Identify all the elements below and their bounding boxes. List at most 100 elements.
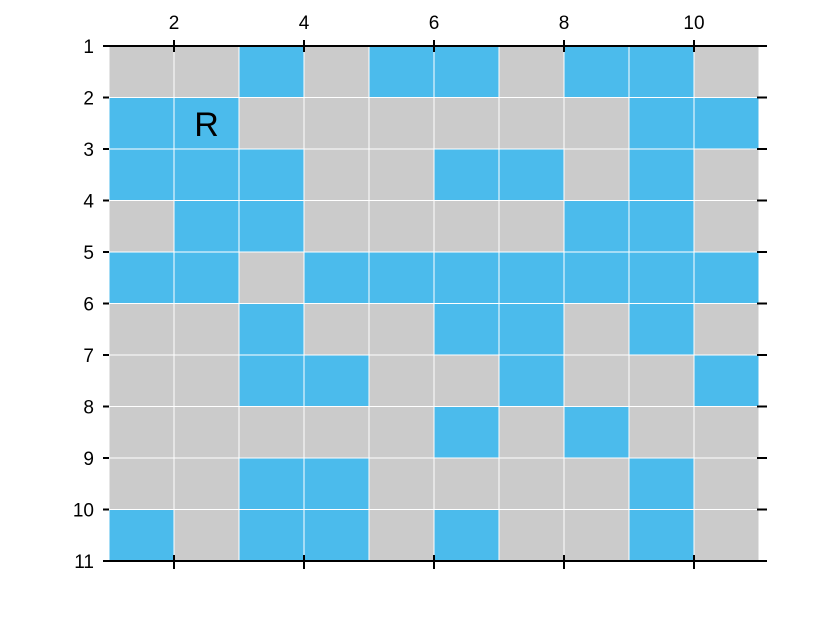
- cell-annotation: R: [194, 106, 219, 144]
- y-tick-label: 1: [83, 37, 94, 58]
- y-tick-label: 11: [74, 552, 94, 573]
- grid-cell: [499, 97, 564, 149]
- y-tick-label: 3: [83, 140, 94, 161]
- grid-cell: [369, 97, 434, 149]
- grid-cell: [304, 252, 369, 304]
- grid-cell: [629, 149, 694, 201]
- grid-cell: [694, 97, 759, 149]
- grid-cell: [694, 149, 759, 201]
- grid-cell: [499, 406, 564, 458]
- grid-cell: [629, 406, 694, 458]
- grid-cell: [174, 458, 239, 510]
- grid-cell: [369, 46, 434, 98]
- grid-cell: [304, 458, 369, 510]
- grid-cell: [109, 406, 174, 458]
- grid-cell: [564, 252, 629, 304]
- grid-cell: [239, 406, 304, 458]
- grid-cell: [434, 97, 499, 149]
- grid-cell: [564, 200, 629, 252]
- grid-cell: [694, 458, 759, 510]
- grid-cell: [109, 252, 174, 304]
- grid-cell: [239, 149, 304, 201]
- grid-cell: [109, 303, 174, 355]
- x-tick-label: 4: [299, 13, 310, 34]
- grid-cell: [239, 200, 304, 252]
- grid-cell: [564, 406, 629, 458]
- grid-cell: [564, 97, 629, 149]
- grid-cell: [564, 458, 629, 510]
- grid-cell: [174, 509, 239, 561]
- grid-cell: [174, 46, 239, 98]
- grid-cell: [304, 46, 369, 98]
- grid-cell: [629, 46, 694, 98]
- grid-cell: [239, 458, 304, 510]
- grid-cell: [694, 303, 759, 355]
- grid-cell: [304, 406, 369, 458]
- grid-cell: [564, 149, 629, 201]
- y-tick-label: 9: [83, 449, 94, 470]
- grid-cell: [629, 303, 694, 355]
- grid-cell: [304, 97, 369, 149]
- grid-cell: [304, 200, 369, 252]
- grid-cell: [434, 355, 499, 407]
- grid-cell: [239, 303, 304, 355]
- grid-cell: [109, 355, 174, 407]
- grid-cell: [174, 200, 239, 252]
- grid-cell: [174, 149, 239, 201]
- grid-cell: [109, 149, 174, 201]
- y-tick-label: 8: [83, 398, 94, 419]
- x-tick-label: 10: [683, 13, 704, 34]
- grid-cell: [109, 458, 174, 510]
- grid-cell: [304, 355, 369, 407]
- grid-cell: [629, 509, 694, 561]
- grid-cell: [239, 355, 304, 407]
- grid-cell: [499, 355, 564, 407]
- grid-cell: [694, 355, 759, 407]
- y-tick-label: 2: [83, 89, 94, 110]
- grid-cell: [564, 303, 629, 355]
- y-tick-label: 5: [83, 243, 94, 264]
- grid-cell: [499, 458, 564, 510]
- grid-cell: [694, 509, 759, 561]
- grid-cell: [369, 355, 434, 407]
- grid-cell: [304, 509, 369, 561]
- grid-cell: [564, 355, 629, 407]
- grid-cell: [109, 46, 174, 98]
- grid-cell: [694, 200, 759, 252]
- grid-cell: [369, 149, 434, 201]
- grid-cell: [629, 458, 694, 510]
- y-tick-label: 4: [83, 192, 94, 213]
- grid-cell: [369, 252, 434, 304]
- grid-cell: [174, 355, 239, 407]
- grid-cell: [434, 303, 499, 355]
- grid-cell: [694, 252, 759, 304]
- grid-cell: [629, 200, 694, 252]
- grid-cell: [499, 509, 564, 561]
- grid-cell: [629, 355, 694, 407]
- grid-cell: [434, 458, 499, 510]
- grid-cell: [499, 46, 564, 98]
- y-tick-label: 10: [73, 501, 94, 522]
- grid-cell: [694, 46, 759, 98]
- grid-cell: [629, 97, 694, 149]
- grid-cell: [369, 509, 434, 561]
- x-tick-label: 8: [559, 13, 570, 34]
- grid-cell: [499, 252, 564, 304]
- grid-cell: [369, 458, 434, 510]
- grid-cell: [564, 509, 629, 561]
- grid-cell: [499, 303, 564, 355]
- grid-cell: [434, 149, 499, 201]
- grid-cell: [629, 252, 694, 304]
- grid-cell: [239, 46, 304, 98]
- y-tick-label: 6: [83, 295, 94, 316]
- grid-cell: [434, 200, 499, 252]
- grid-cell: [109, 509, 174, 561]
- grid-cell: [174, 252, 239, 304]
- grid-cell: [369, 200, 434, 252]
- grid-cell: [304, 303, 369, 355]
- grid-cell: [369, 303, 434, 355]
- grid-cell: [174, 406, 239, 458]
- grid-cell: [434, 406, 499, 458]
- grid-cell: [434, 509, 499, 561]
